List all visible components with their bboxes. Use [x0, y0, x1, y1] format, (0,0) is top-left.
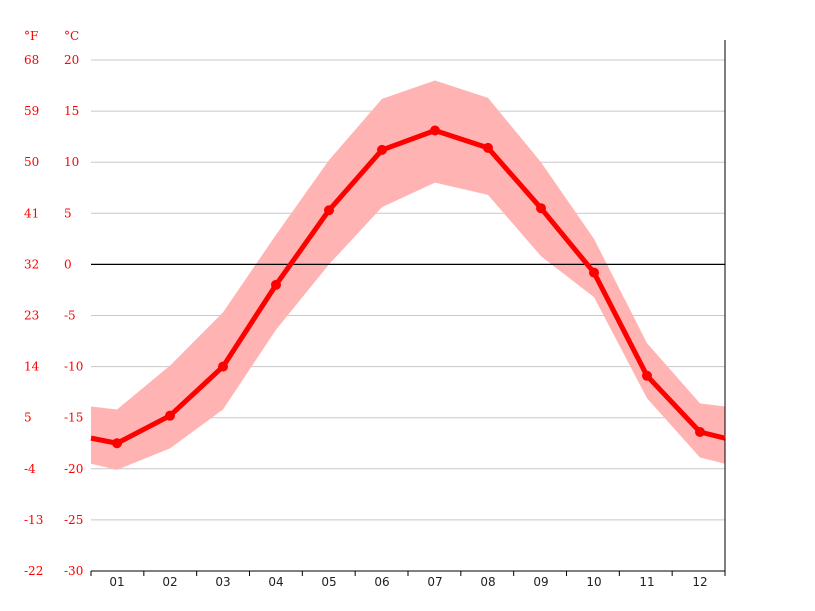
x-tick-label: 09 — [533, 575, 548, 589]
x-tick-label: 03 — [215, 575, 230, 589]
y-tick-label-fahrenheit: -13 — [24, 513, 43, 527]
y-tick-label-celsius: -30 — [64, 564, 83, 578]
y-tick-label-celsius: -20 — [64, 462, 83, 476]
x-tick-label: 06 — [374, 575, 389, 589]
average-temperature-point — [112, 438, 122, 449]
average-temperature-point — [165, 410, 175, 421]
average-temperature-point — [695, 427, 705, 438]
x-tick-label: 12 — [692, 575, 707, 589]
y-tick-label-fahrenheit: 23 — [24, 309, 39, 323]
y-tick-label-fahrenheit: 50 — [24, 155, 39, 169]
celsius-unit-label: °C — [64, 29, 79, 43]
y-tick-label-fahrenheit: 14 — [24, 360, 40, 374]
average-temperature-point — [377, 144, 387, 155]
average-temperature-point — [589, 267, 599, 278]
y-tick-label-celsius: -15 — [64, 411, 83, 425]
y-tick-label-celsius: -10 — [64, 360, 83, 374]
x-tick-label: 04 — [268, 575, 283, 589]
fahrenheit-unit-label: °F — [24, 29, 38, 43]
y-tick-label-celsius: 15 — [64, 104, 79, 118]
y-tick-label-fahrenheit: 41 — [24, 206, 39, 220]
y-tick-label-celsius: 10 — [64, 155, 79, 169]
x-tick-label: 08 — [480, 575, 495, 589]
x-tick-label: 05 — [321, 575, 336, 589]
average-temperature-point — [483, 142, 493, 153]
x-tick-label: 11 — [639, 575, 654, 589]
x-tick-label: 02 — [162, 575, 177, 589]
average-temperature-point — [324, 205, 334, 216]
average-temperature-point — [218, 361, 228, 372]
average-temperature-point — [642, 370, 652, 381]
y-tick-label-fahrenheit: -4 — [24, 462, 36, 476]
y-tick-label-celsius: 0 — [64, 257, 72, 271]
average-temperature-line — [90, 128, 726, 446]
y-tick-label-celsius: 20 — [64, 53, 79, 67]
y-tick-label-celsius: 5 — [64, 206, 72, 220]
x-tick-label: 10 — [586, 575, 601, 589]
average-temperature-point — [536, 203, 546, 214]
y-tick-label-fahrenheit: 32 — [24, 257, 39, 271]
y-tick-label-fahrenheit: 59 — [24, 104, 39, 118]
y-tick-label-fahrenheit: -22 — [24, 564, 43, 578]
average-temperature-point — [430, 125, 440, 136]
x-tick-label: 01 — [109, 575, 124, 589]
y-tick-label-celsius: -25 — [64, 513, 83, 527]
y-tick-label-fahrenheit: 68 — [24, 53, 39, 67]
y-tick-label-fahrenheit: 5 — [24, 411, 32, 425]
y-tick-label-celsius: -5 — [64, 309, 76, 323]
average-temperature-point — [271, 279, 281, 290]
x-tick-label: 07 — [427, 575, 442, 589]
